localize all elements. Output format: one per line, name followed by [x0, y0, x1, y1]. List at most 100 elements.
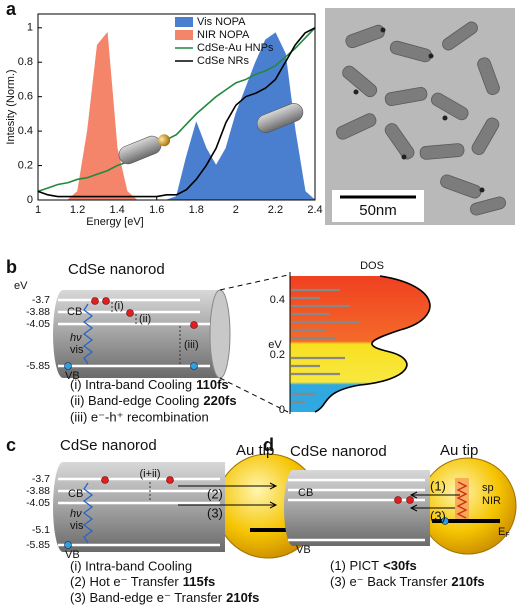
fermi-sub: F — [505, 532, 509, 539]
level-label: -4.05 — [26, 318, 50, 330]
legend-label: CdSe NRs — [197, 55, 249, 67]
dos-tick-label: 0.2 — [270, 349, 285, 361]
panel-title: CdSe nanorod — [290, 443, 387, 460]
scale-bar-box — [332, 190, 424, 222]
band-label: VB — [296, 544, 311, 556]
step-label: (1) — [430, 478, 446, 493]
dos-title: DOS — [360, 260, 384, 272]
scale-bar-label: 50nm — [359, 202, 397, 219]
tem-image: 50nm — [325, 8, 515, 225]
tip-label: Au tip — [440, 442, 478, 459]
dos-tick-label: 0.4 — [270, 294, 285, 306]
band-label: CB — [298, 487, 313, 499]
dos-tick-label: 0 — [279, 404, 285, 416]
tem-tip — [380, 27, 386, 33]
x-tick-label: 1.6 — [149, 204, 164, 216]
arrowhead — [269, 482, 278, 490]
band-label: VB — [65, 549, 80, 561]
rod-body — [53, 462, 225, 552]
step-label: (3) — [207, 505, 223, 520]
tem-tip — [353, 89, 359, 95]
tem-rod — [384, 123, 415, 160]
excitation-label: hν — [70, 332, 82, 344]
electron — [394, 496, 402, 504]
level-label: -3.7 — [32, 473, 50, 485]
arrowhead — [409, 491, 418, 499]
area-fill — [38, 32, 315, 200]
fermi-symbol: E — [498, 526, 505, 538]
caption: (iii) e⁻-h⁺ recombination — [70, 409, 209, 424]
dos-plot: DOS eV 0.4 0.2 0 — [268, 260, 431, 416]
caption: (i) Intra-band Cooling 110fs — [70, 377, 229, 392]
y-tick-label: 0.6 — [18, 91, 33, 103]
tip-label: sp — [482, 482, 494, 494]
step-label: (i+ii) — [139, 468, 160, 480]
tem-tip — [479, 187, 485, 193]
x-tick-label: 1.4 — [109, 204, 124, 216]
caption-time: 210fs — [226, 590, 259, 605]
dos-curve — [314, 275, 431, 413]
caption-text: (i) Intra-band Cooling — [70, 377, 192, 392]
zoom-lines — [219, 274, 289, 413]
step-label: (i) — [114, 300, 124, 312]
tem-tip — [428, 53, 434, 59]
tem-rod — [384, 86, 428, 106]
legend-label: CdSe-Au HNPs — [197, 42, 274, 54]
level-label: -4.05 — [26, 497, 50, 509]
tem-rod — [430, 92, 469, 121]
band-label: CB — [68, 488, 83, 500]
x-tick-label: 2.2 — [268, 204, 283, 216]
band-label: VB — [65, 370, 80, 382]
photon — [82, 482, 94, 544]
caption-time: 115fs — [183, 574, 216, 589]
caption: (ii) Band-edge Cooling 220fs — [70, 393, 237, 408]
x-tick-label: 1 — [35, 204, 41, 216]
y-tick-label: 0.4 — [18, 125, 33, 137]
level-label: -5.85 — [26, 539, 50, 551]
level-label: -3.7 — [32, 294, 50, 306]
caption: (3) Band-edge e⁻ Transfer 210fs — [70, 590, 259, 605]
tem-rod — [442, 21, 478, 51]
caption-text: (3) Band-edge e⁻ Transfer — [70, 590, 223, 605]
hole — [190, 362, 198, 370]
dos-axis-label: eV — [268, 339, 282, 351]
x-tick-label: 2.4 — [307, 204, 322, 216]
x-tick-label: 1.8 — [189, 204, 204, 216]
line — [37, 27, 316, 198]
zoom-line — [219, 274, 289, 291]
panel-title: CdSe nanorod — [60, 437, 157, 454]
x-tick-label: 2 — [233, 204, 239, 216]
tem-tip — [442, 115, 448, 121]
nanorod-b: CB VB hν vis (i) (ii) (iii) — [53, 289, 231, 382]
step-label: (iii) — [184, 339, 199, 351]
level-label: -5.1 — [32, 524, 50, 536]
tem-rod — [471, 117, 500, 156]
tem-rod — [342, 65, 378, 98]
legend-swatch — [175, 17, 193, 27]
electron — [126, 309, 134, 317]
tem-rod — [336, 113, 377, 140]
level-label: -3.88 — [26, 306, 50, 318]
arrowhead — [409, 504, 418, 512]
level-label: -5.85 — [26, 360, 50, 372]
tem-rod — [477, 57, 500, 95]
tem-rod — [440, 174, 482, 199]
sp-excitation — [456, 481, 468, 519]
band-label: CB — [67, 306, 82, 318]
tip-label: NIR — [482, 495, 501, 507]
tip-label: Au tip — [236, 442, 274, 459]
area-fill — [38, 32, 315, 200]
x-tick-label: 1.2 — [70, 204, 85, 216]
panel-title: CdSe nanorod — [68, 261, 165, 278]
panel-label: c — [6, 435, 16, 455]
rod-body — [284, 470, 430, 546]
electron — [102, 297, 110, 305]
arrowhead — [269, 501, 278, 509]
excitation-label: hν — [70, 508, 82, 520]
caption: (3) e⁻ Back Transfer 210fs — [330, 574, 485, 589]
y-tick-label: 1 — [27, 22, 33, 34]
caption-time: 220fs — [203, 393, 236, 408]
excitation-label: vis — [70, 344, 84, 356]
hole — [441, 517, 449, 525]
panel-label: a — [6, 0, 17, 19]
